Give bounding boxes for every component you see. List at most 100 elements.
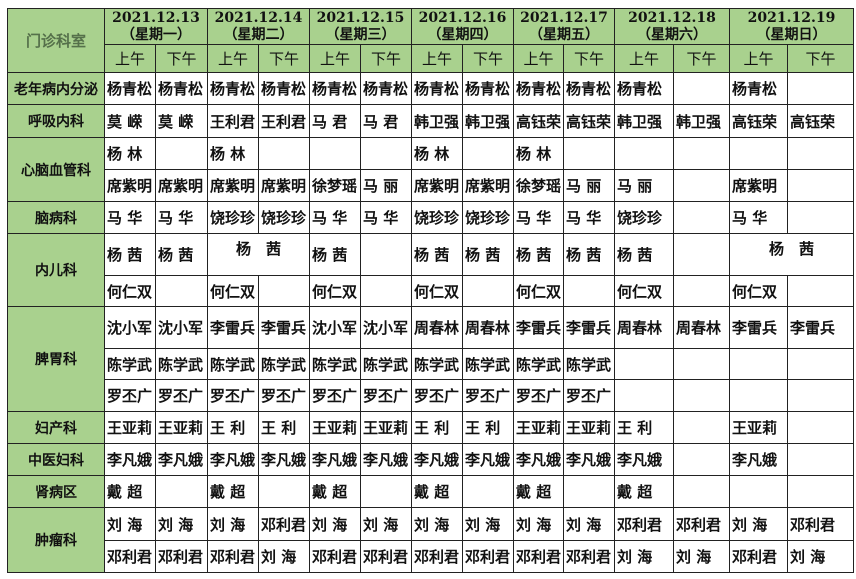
doctor-cell: 罗丕广 [207, 379, 259, 412]
cell-text: 刘 海 [617, 548, 653, 566]
cell-text: 刘 海 [790, 548, 826, 566]
doctor-cell: 邓利君 [614, 507, 674, 541]
doctor-cell [673, 275, 730, 307]
doctor-cell: 刘 海 [614, 540, 674, 573]
department-name: 老年病内分泌 [7, 72, 105, 105]
doctor-cell: 席紫明 [155, 169, 208, 202]
doctor-cell: 沈小军 [155, 306, 208, 349]
doctor-cell [309, 137, 361, 170]
doctor-cell: 刘 海 [673, 540, 730, 573]
cell-text: 杨 茜 [768, 240, 814, 258]
cell-text: 马 华 [732, 209, 768, 227]
doctor-cell [729, 137, 788, 170]
schedule-row: 邓利君 邓利君 邓利君刘 海邓利君 邓利君 邓利君 邓利君 邓利君 邓利君刘 海刘 海邓利君刘… [8, 540, 854, 573]
date-header: 2021.12.15 （星期三） [309, 8, 412, 45]
doctor-cell: 马 华 [309, 201, 361, 234]
doctor-cell: 高钰荣 [513, 104, 564, 138]
doctor-cell [360, 275, 412, 307]
half-day-header: 上午 [729, 44, 788, 73]
doctor-cell: 罗丕广 [360, 379, 412, 412]
doctor-cell: 席紫明 [462, 169, 514, 202]
doctor-cell: 王利君 [258, 104, 310, 138]
cell-text: 杨 茜 [414, 246, 450, 264]
doctor-cell: 戴 超 [614, 475, 674, 508]
doctor-cell: 李凡娥 [513, 443, 564, 476]
weekday-text: （星期日） [756, 26, 827, 43]
cell-text: 戴 超 [617, 483, 653, 501]
doctor-cell: 何仁双 [309, 275, 361, 307]
half-day-header: 下午 [462, 44, 514, 73]
doctor-cell: 李凡娥 [729, 443, 788, 476]
date-text: 2021.12.16 [418, 9, 507, 26]
doctor-cell: 何仁双 [104, 275, 156, 307]
doctor-cell: 李凡娥 [309, 443, 361, 476]
schedule-row: 心脑血管科杨 林杨 林杨 林杨 林 [7, 137, 854, 202]
cell-text: 刘 海 [107, 515, 143, 534]
doctor-cell [787, 379, 854, 412]
header-date-row: 门诊科室 2021.12.13 （星期一） 2021.12.14 （星期二） 2021.1… [7, 8, 854, 73]
doctor-cell: 杨 林 [104, 137, 156, 170]
schedule-row: 脾胃科 沈小军 沈小军 李雷兵 李雷兵 沈小军 沈小军 周春林 周春林 李雷兵 李雷兵 周春林 周春林李… [7, 306, 854, 412]
cell-text: 杨 林 [414, 145, 450, 163]
doctor-cell: 席紫明 [411, 169, 463, 202]
weekday-text: （星期一） [121, 26, 191, 43]
department-name: 呼吸内科 [7, 104, 105, 138]
doctor-cell: 何仁双 [513, 275, 564, 307]
doctor-cell [360, 137, 412, 170]
doctor-cell: 刘 海 [360, 507, 412, 541]
doctor-cell: 杨 茜 [614, 233, 674, 276]
doctor-cell: 马 华 [563, 201, 615, 234]
cell-text: 戴 超 [210, 483, 246, 501]
cell-text: 刘 海 [732, 515, 768, 534]
doctor-cell [673, 443, 730, 476]
date-header: 2021.12.19 （星期日） [729, 8, 854, 45]
cell-text: 刘 海 [158, 515, 194, 534]
doctor-cell: 戴 超 [411, 475, 463, 508]
doctor-cell [462, 475, 514, 508]
half-day-header: 上午 [207, 44, 259, 73]
doctor-cell: 刘 海 [411, 507, 463, 541]
cell-text: 杨 茜 [617, 246, 653, 264]
doctor-cell [673, 137, 730, 170]
doctor-cell: 王亚莉 [309, 411, 361, 444]
schedule-row: 何仁双 何仁双 何仁双 何仁双 何仁双 何仁双 何仁双 [8, 275, 854, 307]
schedule-row: 妇产科 王亚莉 王亚莉王 利王 利王亚莉 王亚莉王 利王 利王亚莉 王亚莉王 利王亚莉 [7, 411, 854, 444]
half-day-header: 下午 [360, 44, 412, 73]
half-day-header: 上午 [104, 44, 156, 73]
doctor-cell: 刘 海 [258, 540, 310, 573]
clinic-schedule-table: 门诊科室 2021.12.13 （星期一） 2021.12.14 （星期二） 2021.1… [7, 8, 854, 573]
doctor-cell: 饶珍珍 [207, 201, 259, 234]
cell-text: 马 丽 [566, 177, 602, 195]
cell-text: 刘 海 [566, 515, 602, 534]
doctor-cell [258, 275, 310, 307]
doctor-cell: 饶珍珍 [462, 201, 514, 234]
doctor-cell: 饶珍珍 [614, 201, 674, 234]
doctor-cell: 刘 海 [729, 507, 788, 541]
doctor-cell: 莫 嵘 [155, 104, 208, 138]
doctor-cell: 王亚莉 [563, 411, 615, 444]
doctor-cell: 李雷兵 [258, 306, 310, 349]
doctor-cell: 李雷兵 [787, 306, 854, 349]
cell-text: 马 华 [516, 209, 552, 227]
doctor-cell [155, 275, 208, 307]
doctor-cell: 罗丕广 [411, 379, 463, 412]
doctor-cell [360, 475, 412, 508]
doctor-cell [462, 275, 514, 307]
doctor-cell: 杨青松 [462, 72, 514, 105]
doctor-cell: 杨 茜 [513, 233, 564, 276]
doctor-cell: 王亚莉 [155, 411, 208, 444]
doctor-cell: 韩卫强 [614, 104, 674, 138]
doctor-cell: 刘 海 [207, 507, 259, 541]
doctor-cell [614, 348, 674, 380]
doctor-cell: 高钰荣 [729, 104, 788, 138]
doctor-cell: 杨 茜 [462, 233, 514, 276]
doctor-cell [258, 137, 310, 170]
doctor-cell [673, 379, 730, 412]
cell-text: 杨 林 [107, 145, 143, 163]
doctor-cell: 陈学武 [207, 348, 259, 380]
doctor-cell: 马 丽 [563, 169, 615, 202]
doctor-cell: 马 君 [309, 104, 361, 138]
weekday-text: （星期六） [637, 26, 707, 43]
doctor-cell: 杨青松 [513, 72, 564, 105]
doctor-cell: 李雷兵 [207, 306, 259, 349]
